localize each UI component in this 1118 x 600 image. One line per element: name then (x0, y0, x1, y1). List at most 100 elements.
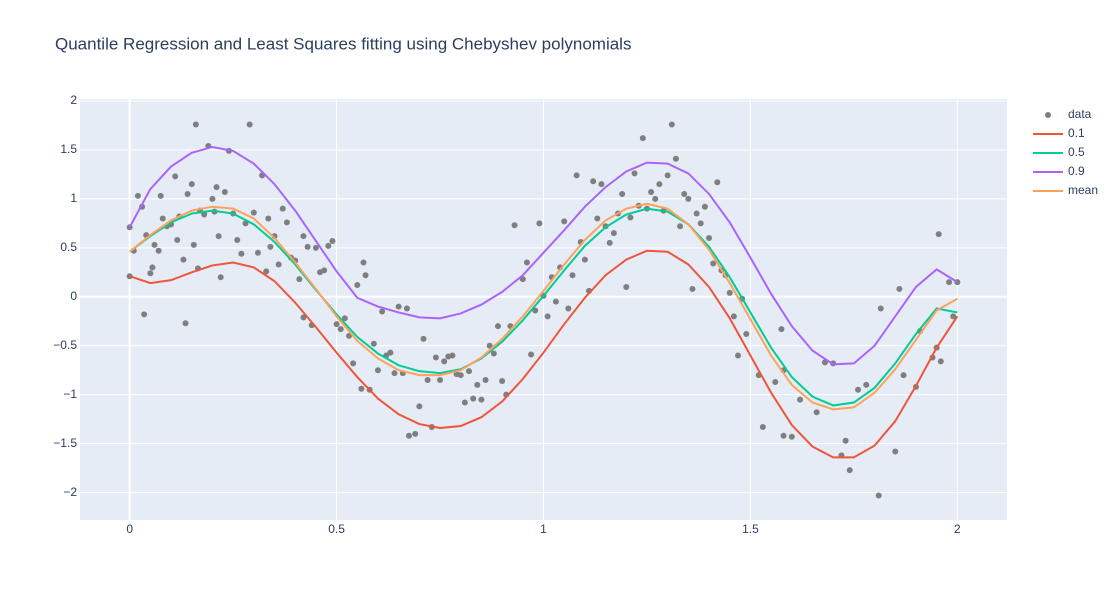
point (532, 307, 539, 314)
point (362, 272, 369, 279)
point (461, 399, 468, 406)
x-tick-label: 1 (540, 522, 547, 536)
point (337, 326, 344, 333)
point (813, 409, 820, 416)
line (129, 249, 959, 459)
point (395, 303, 402, 310)
point (350, 360, 357, 367)
line (129, 207, 958, 407)
point (149, 264, 156, 271)
point (846, 467, 853, 474)
point (254, 249, 261, 256)
point (842, 437, 849, 444)
point (772, 378, 779, 385)
point (217, 274, 224, 281)
point (209, 195, 216, 202)
point (511, 222, 518, 229)
point (358, 385, 365, 392)
point (606, 239, 613, 246)
point (536, 220, 543, 227)
point (594, 215, 601, 222)
point (325, 242, 332, 249)
y-tick-label: 1 (70, 191, 77, 205)
point (155, 247, 162, 254)
point (937, 358, 944, 365)
point (494, 323, 501, 330)
point (374, 367, 381, 374)
point (528, 351, 535, 358)
point (182, 320, 189, 327)
point (623, 283, 630, 290)
point (482, 376, 489, 383)
y-tick-label: −1 (63, 387, 77, 401)
point (664, 172, 671, 179)
legend-label: 0.9 (1068, 164, 1085, 178)
point (946, 279, 953, 286)
point (238, 250, 245, 257)
point (457, 372, 464, 379)
point (631, 170, 638, 177)
point (486, 342, 493, 349)
point (159, 215, 166, 222)
point (190, 241, 197, 248)
point (174, 236, 181, 243)
point (544, 313, 551, 320)
point (333, 321, 340, 328)
legend-swatch (1045, 112, 1051, 118)
point (234, 236, 241, 243)
point (573, 172, 580, 179)
point (379, 308, 386, 315)
y-tick-label: 0 (70, 289, 77, 303)
point (213, 184, 220, 191)
point (681, 190, 688, 197)
point (701, 203, 708, 210)
point (619, 190, 626, 197)
point (420, 335, 427, 342)
point (265, 215, 272, 222)
point (668, 121, 675, 128)
point (610, 230, 617, 237)
point (788, 433, 795, 440)
point (863, 381, 870, 388)
point (345, 332, 352, 339)
point (726, 289, 733, 296)
legend-label: data (1068, 107, 1092, 121)
point (652, 195, 659, 202)
point (300, 233, 307, 240)
point (565, 305, 572, 312)
point (677, 223, 684, 230)
point (403, 305, 410, 312)
point (470, 395, 477, 402)
legend-label: mean (1068, 183, 1098, 197)
point (449, 352, 456, 359)
point (648, 189, 655, 196)
point (215, 233, 222, 240)
point (406, 432, 413, 439)
point (743, 330, 750, 337)
point (192, 121, 199, 128)
point (151, 241, 158, 248)
point (778, 326, 785, 333)
point (490, 350, 497, 357)
point (201, 211, 208, 218)
point (360, 259, 367, 266)
point (466, 368, 473, 375)
line (128, 145, 958, 366)
point (412, 430, 419, 437)
point (590, 178, 597, 185)
point (697, 220, 704, 227)
point (627, 214, 634, 221)
point (147, 270, 154, 277)
point (855, 386, 862, 393)
point (877, 305, 884, 312)
x-tick-label: 2 (954, 522, 961, 536)
point (797, 396, 804, 403)
point (474, 381, 481, 388)
point (706, 235, 713, 242)
point (141, 311, 148, 318)
point (321, 267, 328, 274)
point (424, 376, 431, 383)
point (157, 192, 164, 199)
point (184, 190, 191, 197)
